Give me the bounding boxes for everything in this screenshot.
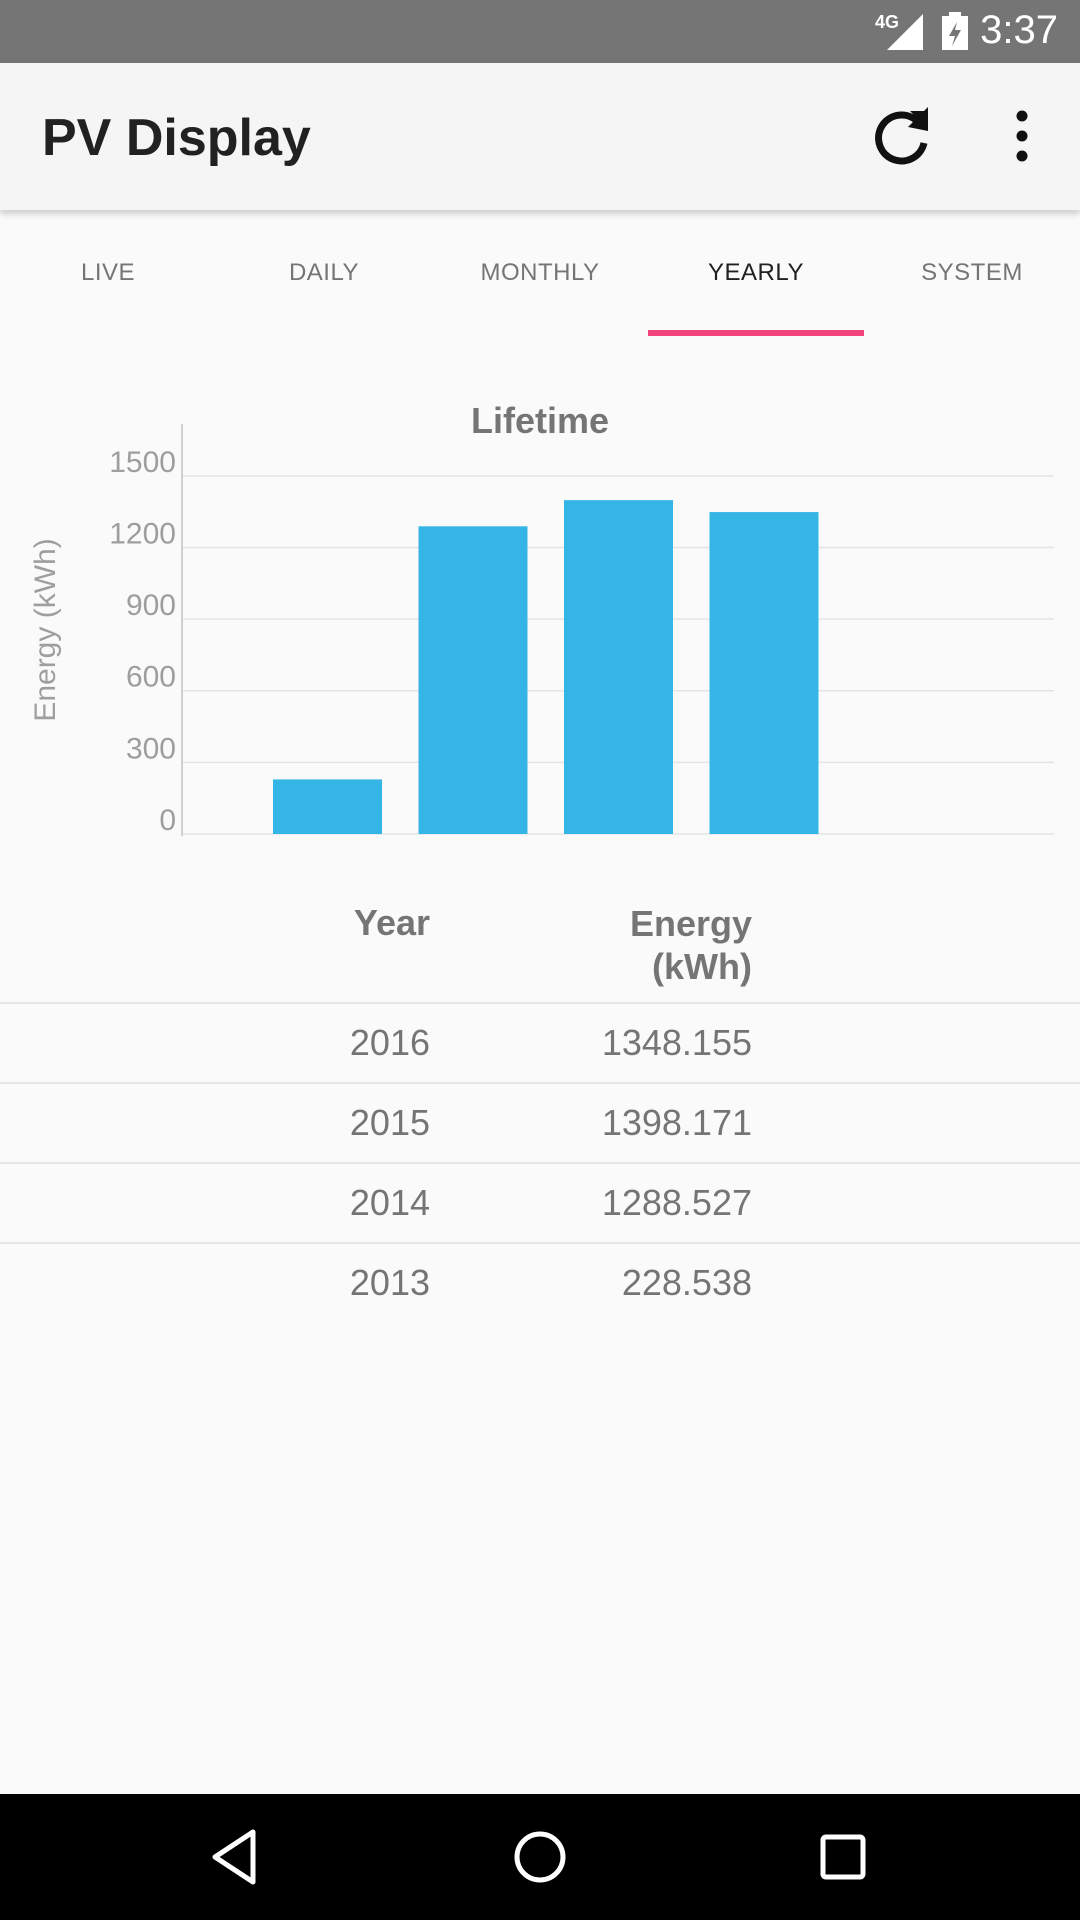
status-bar: 4G 3:37 xyxy=(0,0,1080,63)
tab-indicator xyxy=(648,330,864,336)
y-tick-label: 0 xyxy=(159,804,176,837)
tab-yearly[interactable]: YEARLY xyxy=(708,259,804,286)
cell-year: 2013 xyxy=(349,1262,430,1303)
header-energy-line2: (kWh) xyxy=(652,946,752,987)
y-tick-label: 900 xyxy=(126,589,176,622)
y-tick-label: 600 xyxy=(126,661,176,694)
app-title: PV Display xyxy=(42,109,311,167)
home-button[interactable] xyxy=(507,1824,573,1890)
table-row: 2016 1348.155 xyxy=(0,1002,1080,1082)
cell-energy: 1288.527 xyxy=(601,1182,752,1223)
tab-live[interactable]: LIVE xyxy=(80,259,136,286)
header-year: Year xyxy=(353,902,430,943)
tab-system[interactable]: SYSTEM xyxy=(921,259,1023,286)
tab-monthly[interactable]: MONTHLY xyxy=(480,259,600,286)
cell-year: 2014 xyxy=(349,1182,430,1223)
recents-icon xyxy=(820,1834,866,1880)
more-vert-icon xyxy=(1016,110,1028,162)
app-bar: PV Display xyxy=(0,63,1080,210)
cell-year: 2015 xyxy=(349,1102,430,1143)
cell-energy: 1348.155 xyxy=(601,1022,752,1063)
chart-plot: 0 300 600 900 1200 1500 xyxy=(109,424,1054,837)
refresh-button[interactable] xyxy=(868,103,934,169)
tab-daily[interactable]: DAILY xyxy=(288,259,360,286)
chart: Lifetime Energy (kWh) 0 300 600 900 1200 1500 xyxy=(0,380,1080,860)
y-tick-label: 300 xyxy=(126,732,176,765)
bar-2013 xyxy=(273,779,382,834)
signal-icon xyxy=(887,14,923,50)
table-row: 2015 1398.171 xyxy=(0,1082,1080,1162)
y-tick-label: 1200 xyxy=(109,517,176,550)
bar-2016 xyxy=(709,512,819,834)
clock: 3:37 xyxy=(980,8,1058,52)
y-tick-label: 1500 xyxy=(109,446,176,479)
network-type: 4G xyxy=(875,12,900,32)
tab-bar: LIVE DAILY MONTHLY YEARLY SYSTEM xyxy=(0,210,1080,336)
battery-icon xyxy=(942,12,968,50)
table-row: 2013 228.538 xyxy=(0,1242,1080,1322)
cell-energy: 228.538 xyxy=(621,1262,752,1303)
navigation-bar xyxy=(0,1794,1080,1920)
cell-year: 2016 xyxy=(349,1022,430,1063)
home-icon xyxy=(514,1831,566,1883)
header-energy-line1: Energy xyxy=(629,903,752,944)
back-icon xyxy=(212,1829,256,1885)
bar-2014 xyxy=(418,526,528,834)
header-energy: Energy (kWh) xyxy=(560,902,752,988)
back-button[interactable] xyxy=(203,1824,269,1890)
table-row: 2014 1288.527 xyxy=(0,1162,1080,1242)
chart-title: Lifetime xyxy=(470,400,610,441)
more-options-button[interactable] xyxy=(1000,103,1044,169)
recents-button[interactable] xyxy=(810,1824,876,1890)
bar-2015 xyxy=(564,500,673,834)
refresh-icon xyxy=(875,107,928,165)
cell-energy: 1398.171 xyxy=(601,1102,752,1143)
